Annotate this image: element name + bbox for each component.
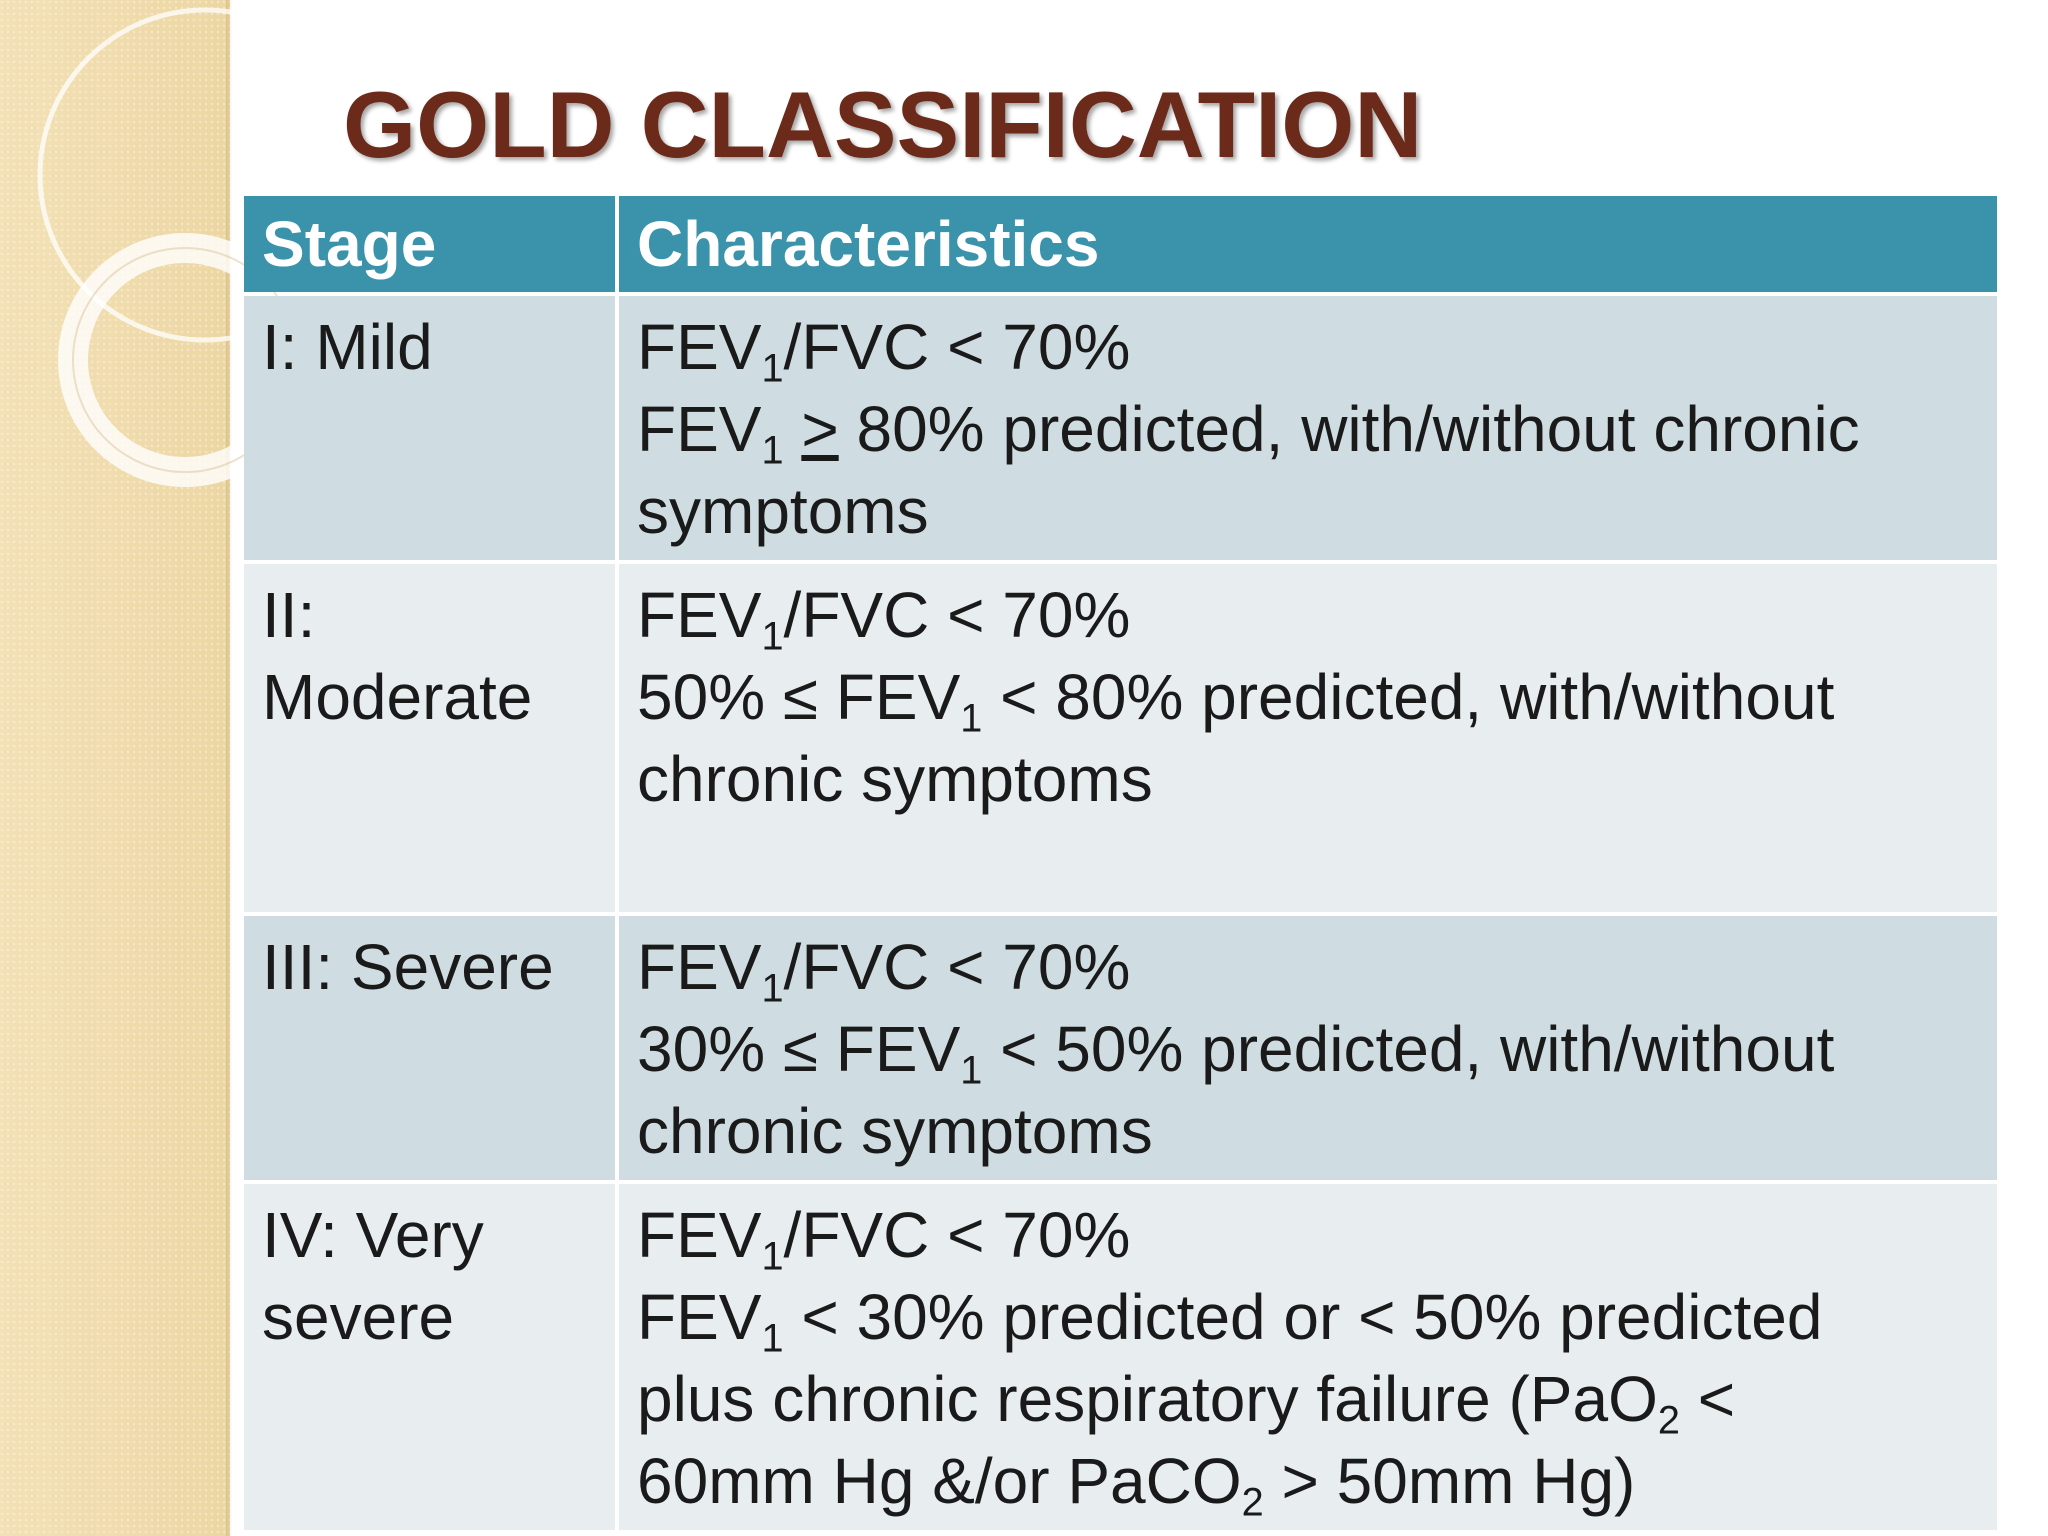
characteristic-line: plus chronic respiratory failure (PaO2 < bbox=[637, 1363, 1736, 1443]
characteristics-cell: FEV1/FVC < 70% FEV1 > 80% predicted, wit… bbox=[619, 296, 1997, 560]
characteristic-line: 60mm Hg &/or PaCO2 > 50mm Hg) bbox=[637, 1445, 1636, 1525]
table-row: III: Severe FEV1/FVC < 70% 30% ≤ FEV1 < … bbox=[244, 916, 1997, 1180]
stage-label: I: Mild bbox=[262, 311, 433, 383]
stage-label-line: severe bbox=[262, 1281, 455, 1353]
stage-cell: III: Severe bbox=[244, 916, 615, 1180]
stage-label-line: Moderate bbox=[262, 661, 533, 733]
characteristic-line: 30% ≤ FEV1 < 50% predicted, with/without bbox=[637, 1013, 1835, 1093]
side-strip-edge bbox=[226, 0, 232, 1536]
header-stage: Stage bbox=[244, 196, 615, 292]
gold-classification-table: Stage Characteristics I: Mild FEV1/FVC <… bbox=[240, 192, 2001, 1534]
characteristics-cell: FEV1/FVC < 70% 30% ≤ FEV1 < 50% predicte… bbox=[619, 916, 1997, 1180]
characteristic-line: FEV1/FVC < 70% bbox=[637, 931, 1131, 1011]
stage-label-line: II: bbox=[262, 579, 316, 651]
characteristic-line: chronic symptoms bbox=[637, 1095, 1153, 1167]
characteristic-line: FEV1/FVC < 70% bbox=[637, 579, 1131, 659]
table-row: I: Mild FEV1/FVC < 70% FEV1 > 80% predic… bbox=[244, 296, 1997, 560]
characteristics-cell: FEV1/FVC < 70% FEV1 < 30% predicted or <… bbox=[619, 1184, 1997, 1530]
table-row: IV: Very severe FEV1/FVC < 70% FEV1 < 30… bbox=[244, 1184, 1997, 1530]
stage-cell: II: Moderate bbox=[244, 564, 615, 912]
characteristic-line: symptoms bbox=[637, 475, 929, 547]
table-header-row: Stage Characteristics bbox=[244, 196, 1997, 292]
characteristic-line: FEV1/FVC < 70% bbox=[637, 1199, 1131, 1279]
characteristic-line: 50% ≤ FEV1 < 80% predicted, with/without bbox=[637, 661, 1835, 741]
characteristic-line: FEV1 > 80% predicted, with/without chron… bbox=[637, 393, 1860, 473]
stage-cell: I: Mild bbox=[244, 296, 615, 560]
stage-label: III: Severe bbox=[262, 931, 554, 1003]
characteristics-cell: FEV1/FVC < 70% 50% ≤ FEV1 < 80% predicte… bbox=[619, 564, 1997, 912]
characteristic-line: FEV1 < 30% predicted or < 50% predicted bbox=[637, 1281, 1823, 1361]
stage-label-line: IV: Very bbox=[262, 1199, 484, 1271]
table-row: II: Moderate FEV1/FVC < 70% 50% ≤ FEV1 <… bbox=[244, 564, 1997, 912]
header-characteristics: Characteristics bbox=[619, 196, 1997, 292]
slide-title: GOLD CLASSIFICATION bbox=[343, 72, 1423, 177]
stage-cell: IV: Very severe bbox=[244, 1184, 615, 1530]
characteristic-line: FEV1/FVC < 70% bbox=[637, 311, 1131, 391]
characteristic-line: chronic symptoms bbox=[637, 743, 1153, 815]
